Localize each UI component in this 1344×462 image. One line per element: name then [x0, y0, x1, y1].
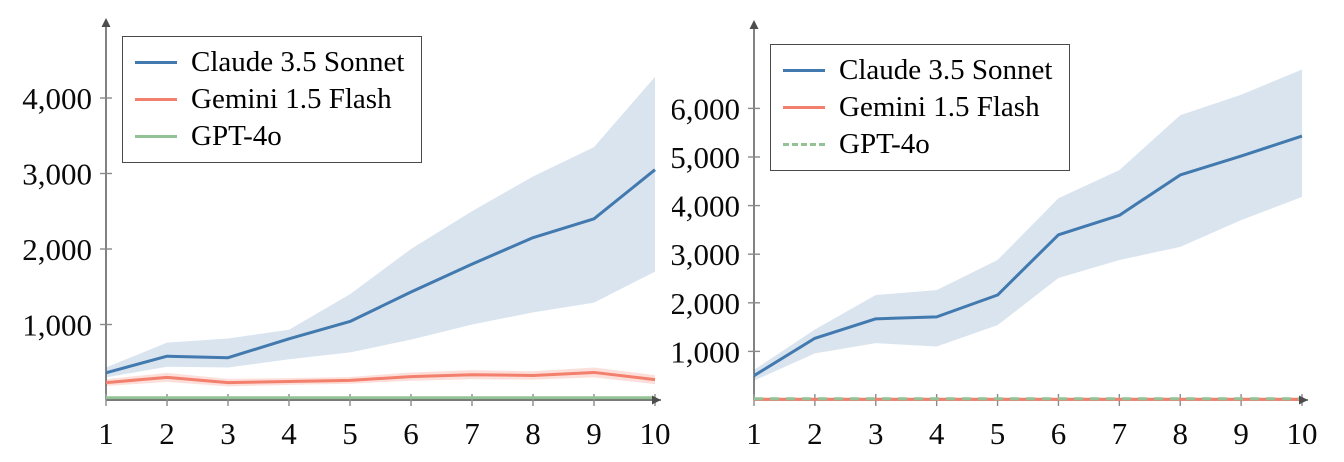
plot-area-right: 1,000 2,000 3,000 4,000 5,000 6,000 1 2 3 4 5 6 7 8 9 1… — [672, 20, 1318, 451]
x-tick-label: 8 — [1172, 416, 1188, 451]
y-tick-label: 6,000 — [672, 91, 740, 126]
chart-left: 1,000 2,000 3,000 4,000 1 2 3 4 5 6 7 8 9 10 Claude 3… — [22, 18, 671, 451]
x-tick-label: 2 — [159, 416, 175, 451]
legend-label-gpt4o: GPT-4o — [839, 128, 930, 160]
y-tick-label: 1,000 — [672, 334, 740, 369]
x-tick-label: 5 — [990, 416, 1006, 451]
y-axis-arrow-icon — [749, 20, 759, 29]
confidence-band — [754, 69, 1302, 381]
x-tick-label: 5 — [342, 416, 358, 451]
x-tick-label: 7 — [464, 416, 480, 451]
x-tick-label: 9 — [1233, 416, 1249, 451]
x-tick-label: 3 — [868, 416, 884, 451]
y-tick-label: 2,000 — [672, 286, 740, 321]
x-tick-label: 1 — [746, 416, 762, 451]
y-tick-label: 3,000 — [672, 237, 740, 272]
x-tick-label: 10 — [1287, 416, 1318, 451]
x-tick-label: 2 — [807, 416, 823, 451]
legend-label-claude: Claude 3.5 Sonnet — [839, 54, 1053, 86]
x-tick-label: 6 — [1051, 416, 1067, 451]
legend-label-claude: Claude 3.5 Sonnet — [191, 46, 405, 78]
legend-entry-gpt4o: GPT-4o — [135, 118, 404, 155]
y-axis-arrow-icon — [101, 18, 111, 27]
gemini-line-swatch — [783, 106, 825, 109]
gemini-line-swatch — [135, 98, 177, 101]
y-tick-label: 1,000 — [22, 308, 92, 343]
legend-entry-gemini: Gemini 1.5 Flash — [783, 89, 1052, 126]
legend-label-gemini: Gemini 1.5 Flash — [191, 83, 392, 115]
confidence-band — [106, 76, 655, 378]
x-tick-label: 7 — [1112, 416, 1128, 451]
y-tick-label: 5,000 — [672, 140, 740, 175]
y-tick-label: 2,000 — [22, 232, 92, 267]
x-axis-arrow-icon — [652, 395, 661, 405]
gpt4o-line-swatch — [783, 143, 825, 146]
x-tick-label: 4 — [281, 416, 297, 451]
y-tick-label: 4,000 — [22, 81, 92, 116]
x-tick-label: 9 — [586, 416, 602, 451]
x-tick-label: 1 — [98, 416, 114, 451]
legend-label-gpt4o: GPT-4o — [191, 120, 282, 152]
legend-left: Claude 3.5 Sonnet Gemini 1.5 Flash GPT-4… — [122, 36, 423, 163]
series-line-claude-3-5-sonnet — [105, 168, 656, 375]
claude-line-swatch — [135, 61, 177, 64]
series-line-claude-3-5-sonnet — [753, 134, 1303, 377]
legend-entry-gpt4o: GPT-4o — [783, 126, 1052, 163]
legend-entry-gemini: Gemini 1.5 Flash — [135, 81, 404, 118]
x-tick-label: 4 — [929, 416, 945, 451]
legend-entry-claude: Claude 3.5 Sonnet — [135, 44, 404, 81]
y-tick-label: 4,000 — [672, 189, 740, 224]
y-tick-label: 3,000 — [22, 157, 92, 192]
claude-line-swatch — [783, 69, 825, 72]
chart-right: 1,000 2,000 3,000 4,000 5,000 6,000 1 2 3 4 5 6 7 8 9 1… — [672, 0, 1344, 462]
x-axis-arrow-icon — [1299, 395, 1308, 405]
series-line-gemini-1-5-flash — [105, 370, 656, 385]
gpt4o-line-swatch — [135, 135, 177, 138]
legend-entry-claude: Claude 3.5 Sonnet — [783, 52, 1052, 89]
x-tick-label: 6 — [403, 416, 419, 451]
legend-label-gemini: Gemini 1.5 Flash — [839, 91, 1040, 123]
legend-right: Claude 3.5 Sonnet Gemini 1.5 Flash GPT-4… — [770, 44, 1071, 171]
confidence-band — [106, 367, 655, 387]
x-tick-label: 10 — [640, 416, 671, 451]
x-tick-label: 8 — [525, 416, 541, 451]
plot-area-left: 1,000 2,000 3,000 4,000 1 2 3 4 5 6 7 8 9 10 — [22, 18, 671, 451]
x-tick-label: 3 — [220, 416, 236, 451]
